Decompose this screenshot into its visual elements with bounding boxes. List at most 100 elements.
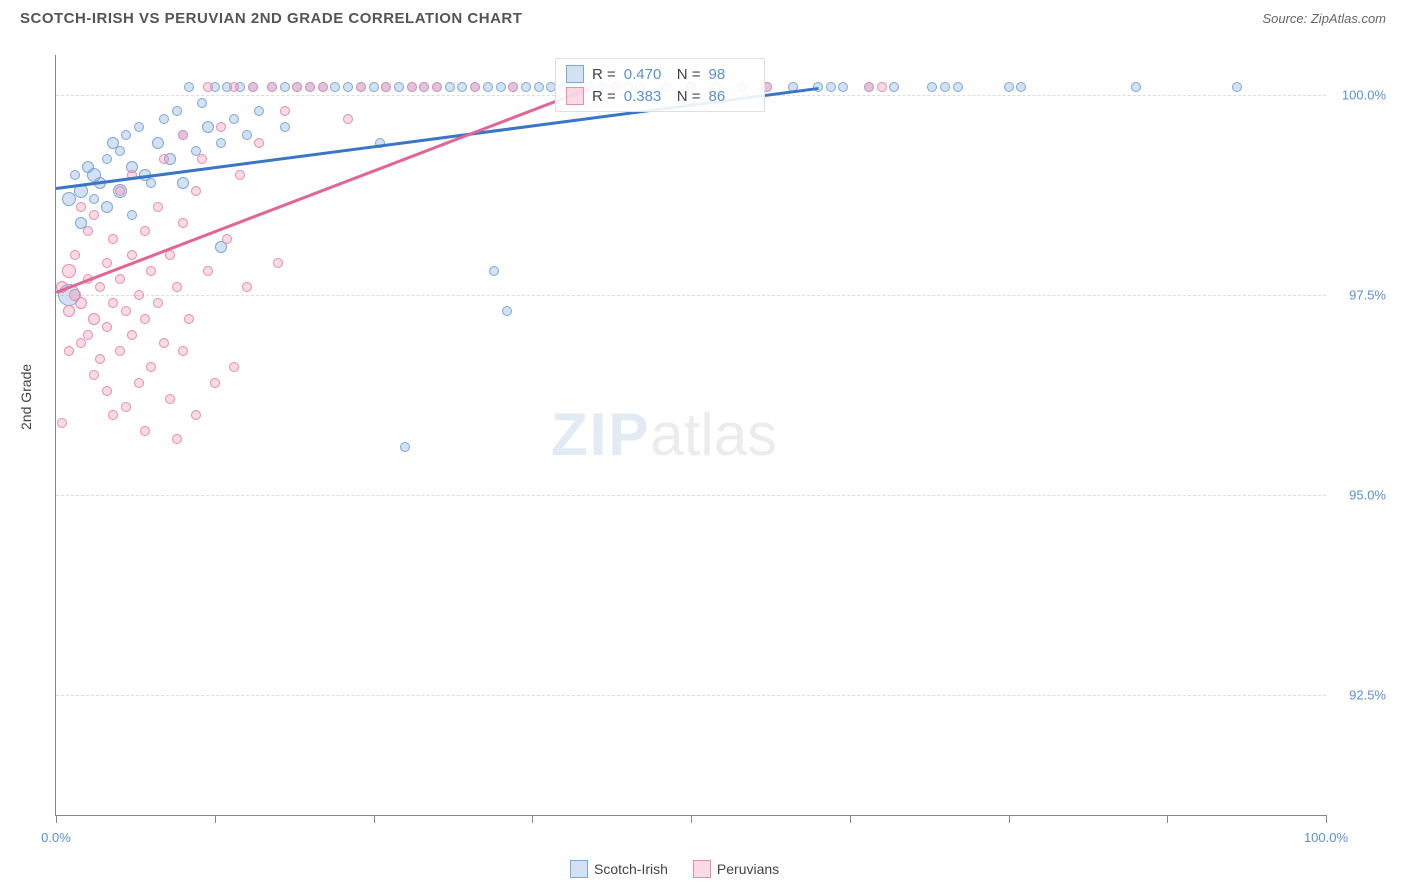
legend-label: Scotch-Irish	[594, 861, 668, 877]
data-point	[203, 266, 213, 276]
data-point	[1004, 82, 1014, 92]
data-point	[470, 82, 480, 92]
x-tick	[1326, 815, 1327, 823]
data-point	[330, 82, 340, 92]
data-point	[70, 250, 80, 260]
data-point	[191, 410, 201, 420]
data-point	[75, 297, 87, 309]
data-point	[1232, 82, 1242, 92]
chart-legend: Scotch-Irish Peruvians	[570, 860, 779, 878]
data-point	[521, 82, 531, 92]
data-point	[953, 82, 963, 92]
data-point	[64, 346, 74, 356]
data-point	[394, 82, 404, 92]
data-point	[177, 177, 189, 189]
data-point	[927, 82, 937, 92]
x-tick	[1167, 815, 1168, 823]
data-point	[318, 82, 328, 92]
gridline	[56, 295, 1326, 296]
data-point	[273, 258, 283, 268]
trend-line	[56, 87, 590, 293]
y-tick-label: 92.5%	[1331, 688, 1386, 703]
data-point	[108, 410, 118, 420]
data-point	[1131, 82, 1141, 92]
data-point	[400, 442, 410, 452]
data-point	[83, 226, 93, 236]
x-tick	[691, 815, 692, 823]
legend-label: Peruvians	[717, 861, 779, 877]
data-point	[191, 186, 201, 196]
data-point	[343, 82, 353, 92]
data-point	[369, 82, 379, 92]
data-point	[242, 130, 252, 140]
data-point	[267, 82, 277, 92]
data-point	[102, 386, 112, 396]
data-point	[95, 354, 105, 364]
data-point	[127, 330, 137, 340]
data-point	[108, 298, 118, 308]
data-point	[115, 274, 125, 284]
data-point	[889, 82, 899, 92]
data-point	[178, 218, 188, 228]
legend-item: Scotch-Irish	[570, 860, 668, 878]
data-point	[76, 202, 86, 212]
x-tick	[56, 815, 57, 823]
y-tick-label: 97.5%	[1331, 288, 1386, 303]
data-point	[489, 266, 499, 276]
y-tick-label: 95.0%	[1331, 488, 1386, 503]
series-swatch	[566, 65, 584, 83]
data-point	[159, 114, 169, 124]
data-point	[197, 154, 207, 164]
data-point	[210, 378, 220, 388]
legend-swatch	[693, 860, 711, 878]
data-point	[381, 82, 391, 92]
x-tick-label: 0.0%	[41, 830, 71, 845]
source-label: Source: ZipAtlas.com	[1262, 11, 1386, 26]
data-point	[280, 106, 290, 116]
data-point	[496, 82, 506, 92]
data-point	[140, 226, 150, 236]
data-point	[280, 122, 290, 132]
data-point	[534, 82, 544, 92]
data-point	[153, 202, 163, 212]
watermark: ZIPatlas	[551, 400, 777, 469]
data-point	[70, 170, 80, 180]
data-point	[172, 282, 182, 292]
data-point	[356, 82, 366, 92]
data-point	[172, 106, 182, 116]
data-point	[102, 322, 112, 332]
data-point	[178, 346, 188, 356]
data-point	[95, 282, 105, 292]
data-point	[508, 82, 518, 92]
data-point	[838, 82, 848, 92]
x-tick-label: 100.0%	[1304, 830, 1348, 845]
data-point	[242, 282, 252, 292]
data-point	[197, 98, 207, 108]
data-point	[229, 114, 239, 124]
data-point	[184, 314, 194, 324]
data-point	[152, 137, 164, 149]
correlation-stats-box: R = 0.470N = 98R = 0.383N = 86	[555, 58, 765, 112]
data-point	[432, 82, 442, 92]
data-point	[445, 82, 455, 92]
data-point	[254, 106, 264, 116]
data-point	[140, 426, 150, 436]
data-point	[502, 306, 512, 316]
data-point	[88, 313, 100, 325]
data-point	[62, 264, 76, 278]
data-point	[159, 338, 169, 348]
data-point	[121, 306, 131, 316]
data-point	[877, 82, 887, 92]
data-point	[134, 122, 144, 132]
data-point	[121, 402, 131, 412]
data-point	[153, 298, 163, 308]
data-point	[57, 418, 67, 428]
data-point	[108, 234, 118, 244]
data-point	[62, 192, 76, 206]
y-axis-label: 2nd Grade	[18, 364, 34, 430]
x-tick	[374, 815, 375, 823]
data-point	[229, 362, 239, 372]
data-point	[127, 250, 137, 260]
x-tick	[850, 815, 851, 823]
data-point	[146, 178, 156, 188]
